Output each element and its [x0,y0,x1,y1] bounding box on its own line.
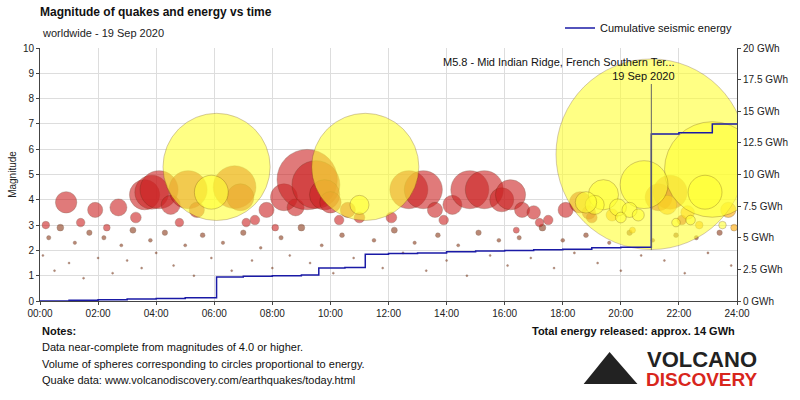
svg-text:16:00: 16:00 [492,308,517,319]
svg-text:5: 5 [28,169,34,180]
svg-text:M5.8 - Mid Indian Ridge, Frenc: M5.8 - Mid Indian Ridge, French Southern… [443,56,675,82]
svg-text:Magnitude of quakes and energy: Magnitude of quakes and energy vs time [40,5,272,19]
svg-text:9: 9 [28,68,34,79]
svg-text:06:00: 06:00 [202,308,227,319]
svg-text:8: 8 [28,93,34,104]
svg-text:2: 2 [28,245,34,256]
svg-text:Data near-complete from magnit: Data near-complete from magnitudes of 4.… [42,341,303,353]
svg-text:0 GWh: 0 GWh [743,296,774,307]
svg-text:7: 7 [28,118,34,129]
svg-text:Notes:: Notes: [42,325,76,337]
svg-text:Cumulative seismic energy: Cumulative seismic energy [600,22,732,34]
svg-text:Volume of spheres correspondin: Volume of spheres corresponding to circl… [42,358,365,370]
svg-text:6: 6 [28,144,34,155]
svg-text:12:00: 12:00 [376,308,401,319]
svg-text:18:00: 18:00 [550,308,575,319]
svg-text:17.5 GWh: 17.5 GWh [743,74,788,85]
svg-text:VOLCANO: VOLCANO [647,347,757,372]
svg-text:14:00: 14:00 [434,308,459,319]
svg-text:1: 1 [28,270,34,281]
svg-text:20 GWh: 20 GWh [743,43,780,54]
svg-text:02:00: 02:00 [86,308,111,319]
svg-text:00:00: 00:00 [27,308,52,319]
svg-text:12.5 GWh: 12.5 GWh [743,137,788,148]
svg-text:04:00: 04:00 [144,308,169,319]
svg-text:20:00: 20:00 [608,308,633,319]
svg-text:4: 4 [28,194,34,205]
svg-text:5 GWh: 5 GWh [743,232,774,243]
svg-text:22:00: 22:00 [666,308,691,319]
svg-text:7.5 GWh: 7.5 GWh [743,201,782,212]
svg-text:2.5 GWh: 2.5 GWh [743,264,782,275]
svg-text:3: 3 [28,220,34,231]
svg-text:15 GWh: 15 GWh [743,106,780,117]
svg-text:Quake data: www.volcanodiscove: Quake data: www.volcanodiscovery.com/ear… [42,374,355,386]
svg-text:10:00: 10:00 [318,308,343,319]
svg-text:worldwide - 19 Sep 2020: worldwide - 19 Sep 2020 [42,27,164,39]
svg-text:10 GWh: 10 GWh [743,169,780,180]
svg-text:10: 10 [23,43,35,54]
svg-text:DISCOVERY: DISCOVERY [646,369,758,390]
svg-text:0: 0 [28,296,34,307]
svg-text:Total energy released: approx.: Total energy released: approx. 14 GWh [532,325,735,337]
svg-text:Magnitude: Magnitude [7,151,18,198]
svg-text:24:00: 24:00 [724,308,749,319]
svg-text:08:00: 08:00 [260,308,285,319]
